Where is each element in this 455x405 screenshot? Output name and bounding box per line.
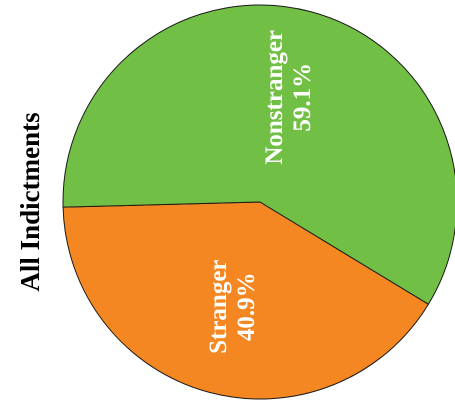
slice-label-stranger: Stranger [205, 259, 232, 353]
slice-label-group-stranger: Stranger 40.9% [205, 259, 260, 353]
pie-slice-nonstranger [62, 4, 455, 305]
slice-label-group-nonstranger: Nonstranger 59.1% [261, 30, 316, 165]
pie-slice-stranger [62, 201, 430, 400]
chart-title: All Indictments [15, 112, 45, 291]
pie-slices [62, 4, 455, 400]
slice-percent-stranger: 40.9% [233, 272, 260, 341]
slice-label-nonstranger: Nonstranger [261, 30, 288, 165]
slice-labels: Stranger 40.9% Nonstranger 59.1% [205, 30, 316, 354]
slice-percent-nonstranger: 59.1% [289, 63, 316, 132]
